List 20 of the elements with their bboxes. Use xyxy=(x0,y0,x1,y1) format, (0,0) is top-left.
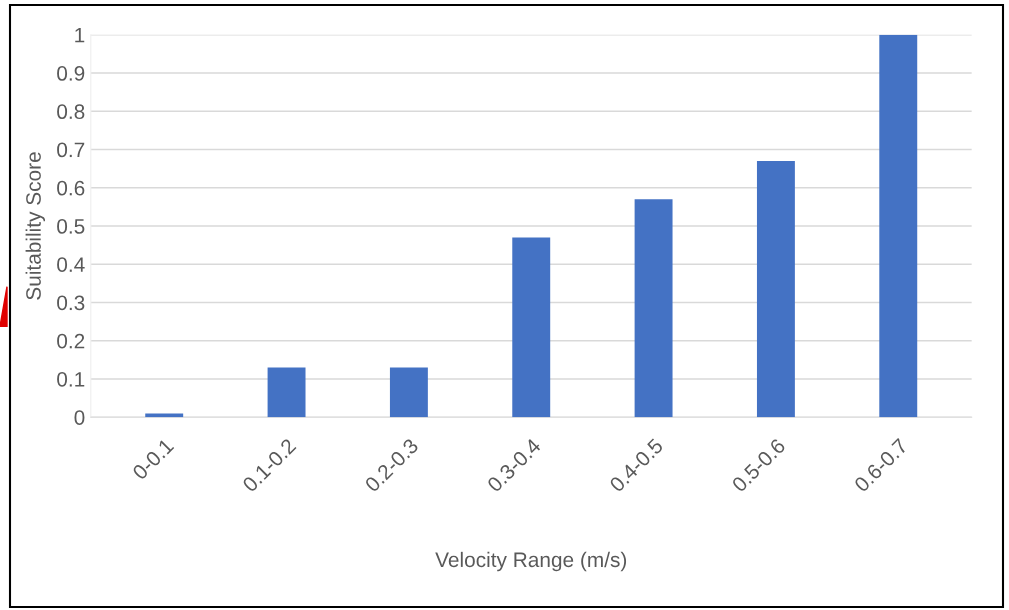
y-tick-label: 0.5 xyxy=(57,219,85,234)
y-tick-label: 0.9 xyxy=(57,66,85,81)
y-tick-label: 0.1 xyxy=(57,371,85,387)
bar xyxy=(756,160,795,418)
y-tick-label: 1 xyxy=(75,27,85,43)
y-tick-label: 0.8 xyxy=(57,104,85,120)
bar xyxy=(879,34,918,418)
y-tick-label: 0.6 xyxy=(57,180,85,196)
bar xyxy=(634,199,673,418)
y-tick-label: 0 xyxy=(74,410,85,425)
bar xyxy=(145,413,184,418)
y-axis-title: Suitability Score xyxy=(25,152,46,300)
bar xyxy=(389,367,428,418)
bar xyxy=(512,237,551,418)
x-axis-title: Velocity Range (m/s) xyxy=(435,551,627,572)
y-tick-label: 0.4 xyxy=(57,257,85,273)
y-tick-label: 0.3 xyxy=(57,295,85,311)
bar xyxy=(267,367,306,418)
y-tick-label: 0.7 xyxy=(57,142,85,158)
y-tick-label: 0.2 xyxy=(57,333,85,349)
